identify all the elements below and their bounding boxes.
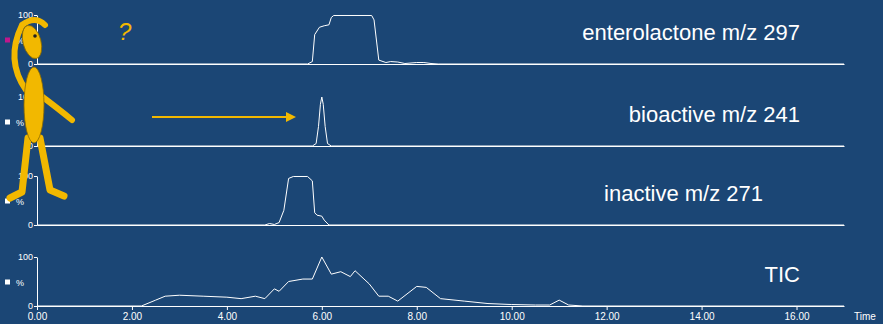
y-tick-mark bbox=[34, 257, 37, 258]
leg bbox=[40, 138, 64, 196]
x-axis: 0.00 2.00 4.00 6.00 8.00 10.00 12.00 14.00 16.00 bbox=[28, 306, 845, 322]
trace-line bbox=[37, 176, 844, 225]
y-axis-title: % bbox=[16, 278, 24, 288]
y-tick-mark bbox=[34, 64, 37, 65]
x-tick: 6.00 bbox=[313, 306, 333, 322]
x-tick-mark bbox=[417, 306, 418, 310]
x-tick: 8.00 bbox=[408, 306, 428, 322]
panel: 0.00 2.00 4.00 6.00 8.00 10.00 12.00 14.00 16.00… bbox=[5, 252, 876, 322]
trace-line bbox=[37, 15, 844, 64]
y-tick: 0 bbox=[28, 220, 37, 230]
body bbox=[24, 67, 44, 143]
annotation: ? bbox=[118, 18, 132, 45]
x-tick-label: 12.00 bbox=[595, 311, 620, 322]
y-tick: 0 bbox=[28, 301, 37, 311]
arm bbox=[40, 95, 72, 120]
x-tick: 4.00 bbox=[218, 306, 238, 322]
trace-name: enterolactone m/z 297 bbox=[582, 20, 800, 45]
x-tick-label: 2.00 bbox=[123, 311, 143, 322]
trace-name: TIC bbox=[765, 262, 801, 287]
y-axis-line bbox=[37, 258, 38, 307]
plot-area bbox=[37, 15, 844, 64]
cartoon-figure bbox=[10, 20, 296, 198]
trace-name: bioactive m/z 241 bbox=[629, 102, 800, 127]
y-axis-line bbox=[37, 177, 38, 226]
x-tick-label: 6.00 bbox=[313, 311, 333, 322]
x-tick-mark bbox=[607, 306, 608, 310]
x-tick-mark bbox=[322, 306, 323, 310]
y-tick-mark bbox=[34, 225, 37, 226]
x-tick-mark bbox=[797, 306, 798, 310]
x-tick: 16.00 bbox=[785, 306, 810, 322]
x-tick-mark bbox=[132, 306, 133, 310]
x-tick-label: 10.00 bbox=[500, 311, 525, 322]
x-tick-label: 4.00 bbox=[218, 311, 238, 322]
plot-area bbox=[37, 97, 844, 146]
y-tick-label: 0 bbox=[28, 301, 33, 311]
chart-root: 0100%enterolactone m/z 297? 0 100% bioactiv… bbox=[0, 0, 883, 324]
x-tick-mark bbox=[37, 306, 38, 310]
y-tick-mark bbox=[34, 15, 37, 16]
trace-line bbox=[37, 257, 844, 306]
x-tick: 2.00 bbox=[123, 306, 143, 322]
y-tick-label: 0 bbox=[28, 220, 33, 230]
trace-marker bbox=[5, 280, 10, 285]
plot-area bbox=[37, 257, 844, 306]
y-axis-title: % bbox=[16, 118, 24, 128]
eye bbox=[33, 34, 37, 38]
x-tick-label: 8.00 bbox=[408, 311, 428, 322]
x-tick: 10.00 bbox=[500, 306, 525, 322]
x-tick-label: 0.00 bbox=[28, 311, 48, 322]
y-tick-label: 100 bbox=[18, 252, 33, 262]
x-tick-mark bbox=[702, 306, 703, 310]
x-tick-label: 14.00 bbox=[690, 311, 715, 322]
x-tick-mark bbox=[227, 306, 228, 310]
y-tick-mark bbox=[34, 176, 37, 177]
x-tick-label: 16.00 bbox=[785, 311, 810, 322]
leg bbox=[10, 138, 28, 198]
y-tick: 100 bbox=[18, 252, 37, 262]
arrow-line bbox=[152, 116, 288, 118]
trace-name: inactive m/z 271 bbox=[604, 181, 763, 206]
trace-marker bbox=[5, 38, 10, 43]
trace-line bbox=[37, 97, 844, 146]
y-tick-mark bbox=[34, 306, 37, 307]
plot-area bbox=[37, 176, 844, 225]
arrow-head bbox=[286, 112, 296, 122]
x-tick: 12.00 bbox=[595, 306, 620, 322]
y-tick-mark bbox=[34, 146, 37, 147]
panel: 0100%inactive m/z 271 bbox=[5, 171, 845, 230]
background bbox=[0, 0, 883, 324]
trace-marker bbox=[5, 120, 10, 125]
panel: 0100%bioactive m/z 241 bbox=[5, 92, 845, 151]
x-tick: 14.00 bbox=[690, 306, 715, 322]
head bbox=[19, 23, 45, 61]
x-tick-mark bbox=[512, 306, 513, 310]
panel: 0100%enterolactone m/z 297? bbox=[5, 10, 845, 69]
x-axis-title: Time bbox=[854, 311, 876, 322]
